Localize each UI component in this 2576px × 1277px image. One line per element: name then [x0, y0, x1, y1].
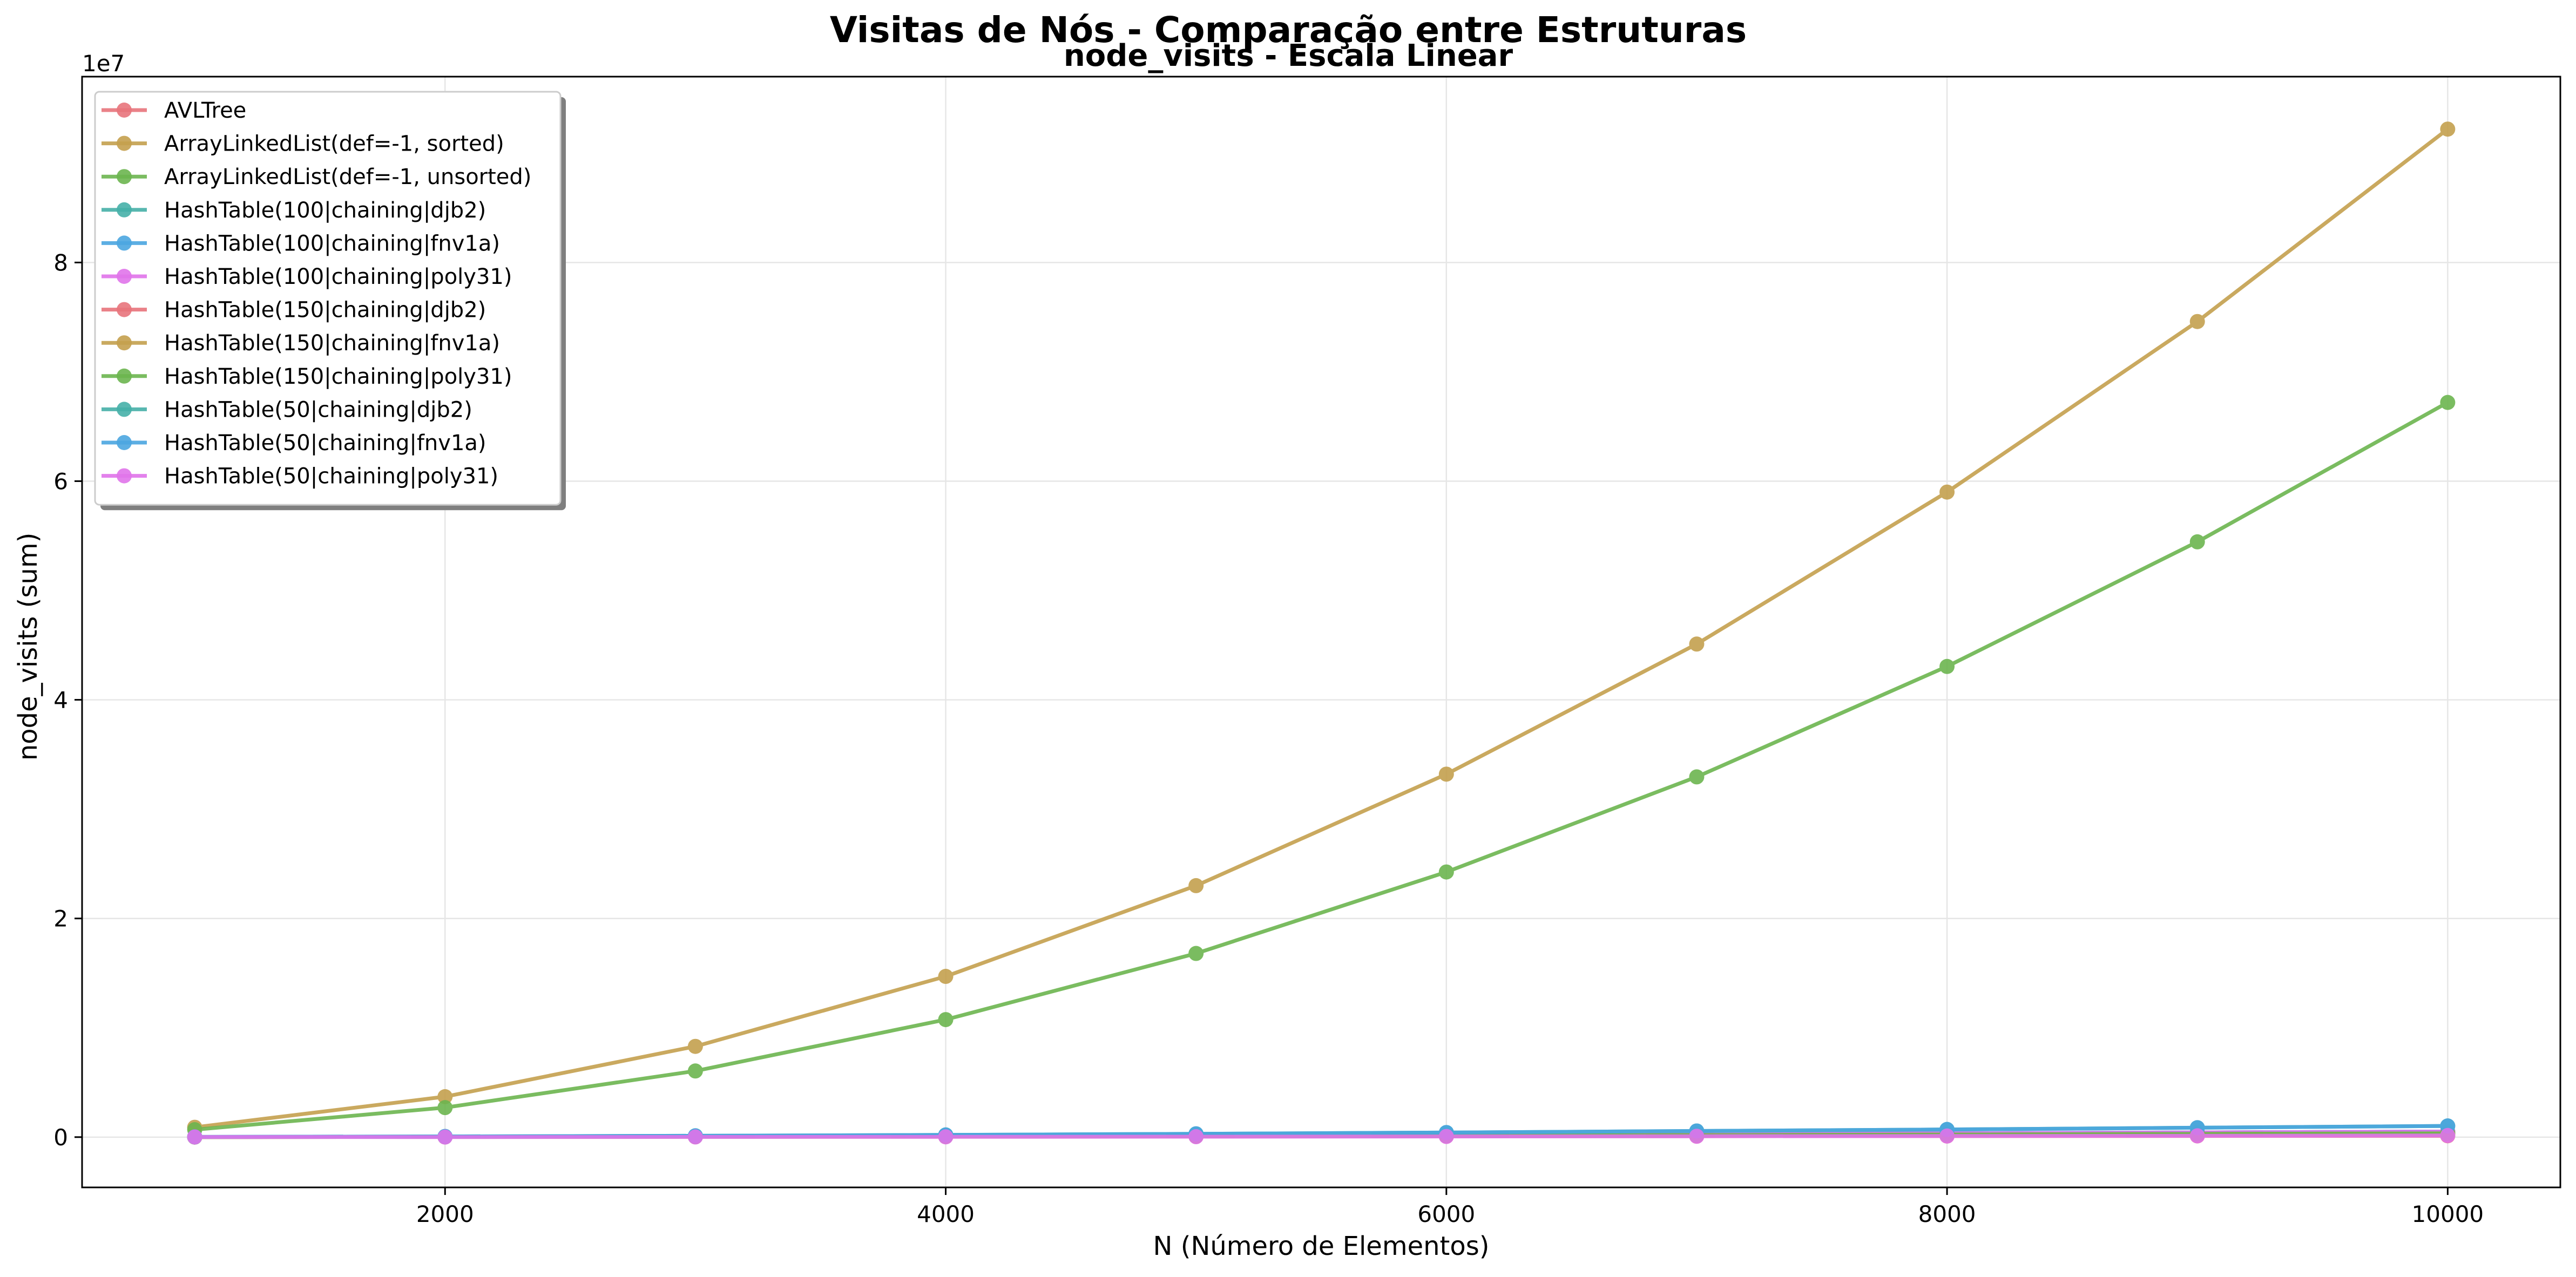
legend-label: ArrayLinkedList(def=-1, unsorted) [164, 165, 531, 189]
legend-item: HashTable(150|chaining|djb2) [102, 298, 486, 323]
y-tick-label: 0 [53, 1124, 68, 1151]
legend-marker [117, 235, 132, 251]
legend-label: HashTable(50|chaining|poly31) [164, 464, 498, 489]
data-point [687, 1038, 703, 1054]
axis-ticks: 2000 4000 6000 8000 10000 0 2 4 6 8 [53, 249, 2484, 1227]
data-point [2189, 314, 2205, 329]
legend-marker [117, 468, 132, 484]
legend-marker [117, 402, 132, 417]
legend-item: ArrayLinkedList(def=-1, sorted) [102, 132, 504, 157]
legend-label: HashTable(100|chaining|poly31) [164, 264, 512, 289]
y-tick-label: 2 [53, 906, 68, 932]
data-point [1188, 878, 1204, 893]
data-point [1438, 1129, 1454, 1144]
legend-label: ArrayLinkedList(def=-1, sorted) [164, 132, 504, 157]
x-tick-label: 6000 [1417, 1201, 1475, 1227]
legend-item: HashTable(50|chaining|fnv1a) [102, 431, 486, 456]
data-point [1689, 769, 1705, 785]
legend-item: HashTable(100|chaining|fnv1a) [102, 231, 500, 256]
x-axis-label: N (Número de Elementos) [1153, 1231, 1490, 1261]
series-path [194, 1133, 2448, 1139]
legend-label: HashTable(100|chaining|djb2) [164, 198, 486, 223]
legend-label: AVLTree [164, 98, 246, 123]
data-point [1438, 766, 1454, 782]
series-line [187, 1127, 2456, 1145]
data-point [687, 1063, 703, 1079]
y-axis-offset-text: 1e7 [82, 50, 125, 77]
legend-item: AVLTree [102, 98, 246, 123]
legend-item: HashTable(50|chaining|djb2) [102, 397, 472, 422]
legend-marker [117, 335, 132, 351]
chart-title: node_visits - Escala Linear [1064, 38, 1513, 73]
legend-marker [117, 302, 132, 317]
data-point [437, 1129, 453, 1145]
data-point [687, 1129, 703, 1145]
y-tick-label: 4 [53, 687, 68, 714]
legend-marker [117, 103, 132, 118]
legend-item: HashTable(150|chaining|fnv1a) [102, 331, 500, 356]
data-point [1188, 1129, 1204, 1145]
data-point [2189, 1128, 2205, 1144]
legend-marker [117, 269, 132, 284]
data-point [1689, 636, 1705, 652]
data-point [1939, 1128, 1955, 1144]
chart-legend: AVLTree ArrayLinkedList(def=-1, sorted) Ar… [94, 91, 566, 511]
x-tick-label: 4000 [917, 1201, 975, 1227]
legend-marker [117, 368, 132, 384]
legend-label: HashTable(150|chaining|djb2) [164, 298, 486, 323]
figure-suptitle: Visitas de Nós - Comparação entre Estrut… [830, 9, 1747, 51]
data-point [2440, 1127, 2456, 1143]
data-point [1689, 1129, 1705, 1144]
data-point [2189, 534, 2205, 549]
legend-label: HashTable(50|chaining|djb2) [164, 397, 472, 422]
legend-label: HashTable(150|chaining|fnv1a) [164, 331, 500, 356]
plot-area-frame [81, 76, 2561, 1188]
data-point [1939, 658, 1955, 674]
data-point [938, 1012, 954, 1028]
legend-marker [117, 135, 132, 151]
x-tick-label: 10000 [2412, 1201, 2484, 1227]
legend-label: HashTable(50|chaining|fnv1a) [164, 431, 486, 456]
data-point [187, 1129, 202, 1145]
legend-box [94, 91, 562, 506]
legend-item: HashTable(100|chaining|djb2) [102, 198, 486, 223]
data-point [938, 969, 954, 984]
data-point [938, 1129, 954, 1145]
y-tick-label: 6 [53, 468, 68, 494]
legend-label: HashTable(150|chaining|poly31) [164, 364, 512, 389]
y-tick-label: 8 [53, 249, 68, 276]
legend-item: HashTable(50|chaining|poly31) [102, 464, 498, 489]
series-path [194, 400, 2449, 1132]
x-tick-label: 8000 [1918, 1201, 1976, 1227]
legend-marker [117, 202, 132, 218]
data-point [437, 1100, 453, 1116]
legend-item: ArrayLinkedList(def=-1, unsorted) [102, 165, 531, 189]
x-tick-label: 2000 [416, 1201, 474, 1227]
series-line [187, 121, 2456, 1135]
data-point [1939, 484, 1955, 500]
data-point [2440, 395, 2456, 410]
series-path [194, 127, 2449, 1130]
data-point [1438, 864, 1454, 880]
legend-marker [117, 169, 132, 185]
legend-marker [117, 435, 132, 450]
data-point [1188, 946, 1204, 961]
legend-label: HashTable(100|chaining|fnv1a) [164, 231, 500, 256]
y-axis-label: node_visits (sum) [13, 533, 43, 761]
data-point [2440, 121, 2456, 137]
legend-item: HashTable(150|chaining|poly31) [102, 364, 512, 389]
data-point [437, 1089, 453, 1104]
series-layer [187, 121, 2456, 1145]
legend-item: HashTable(100|chaining|poly31) [102, 264, 512, 289]
